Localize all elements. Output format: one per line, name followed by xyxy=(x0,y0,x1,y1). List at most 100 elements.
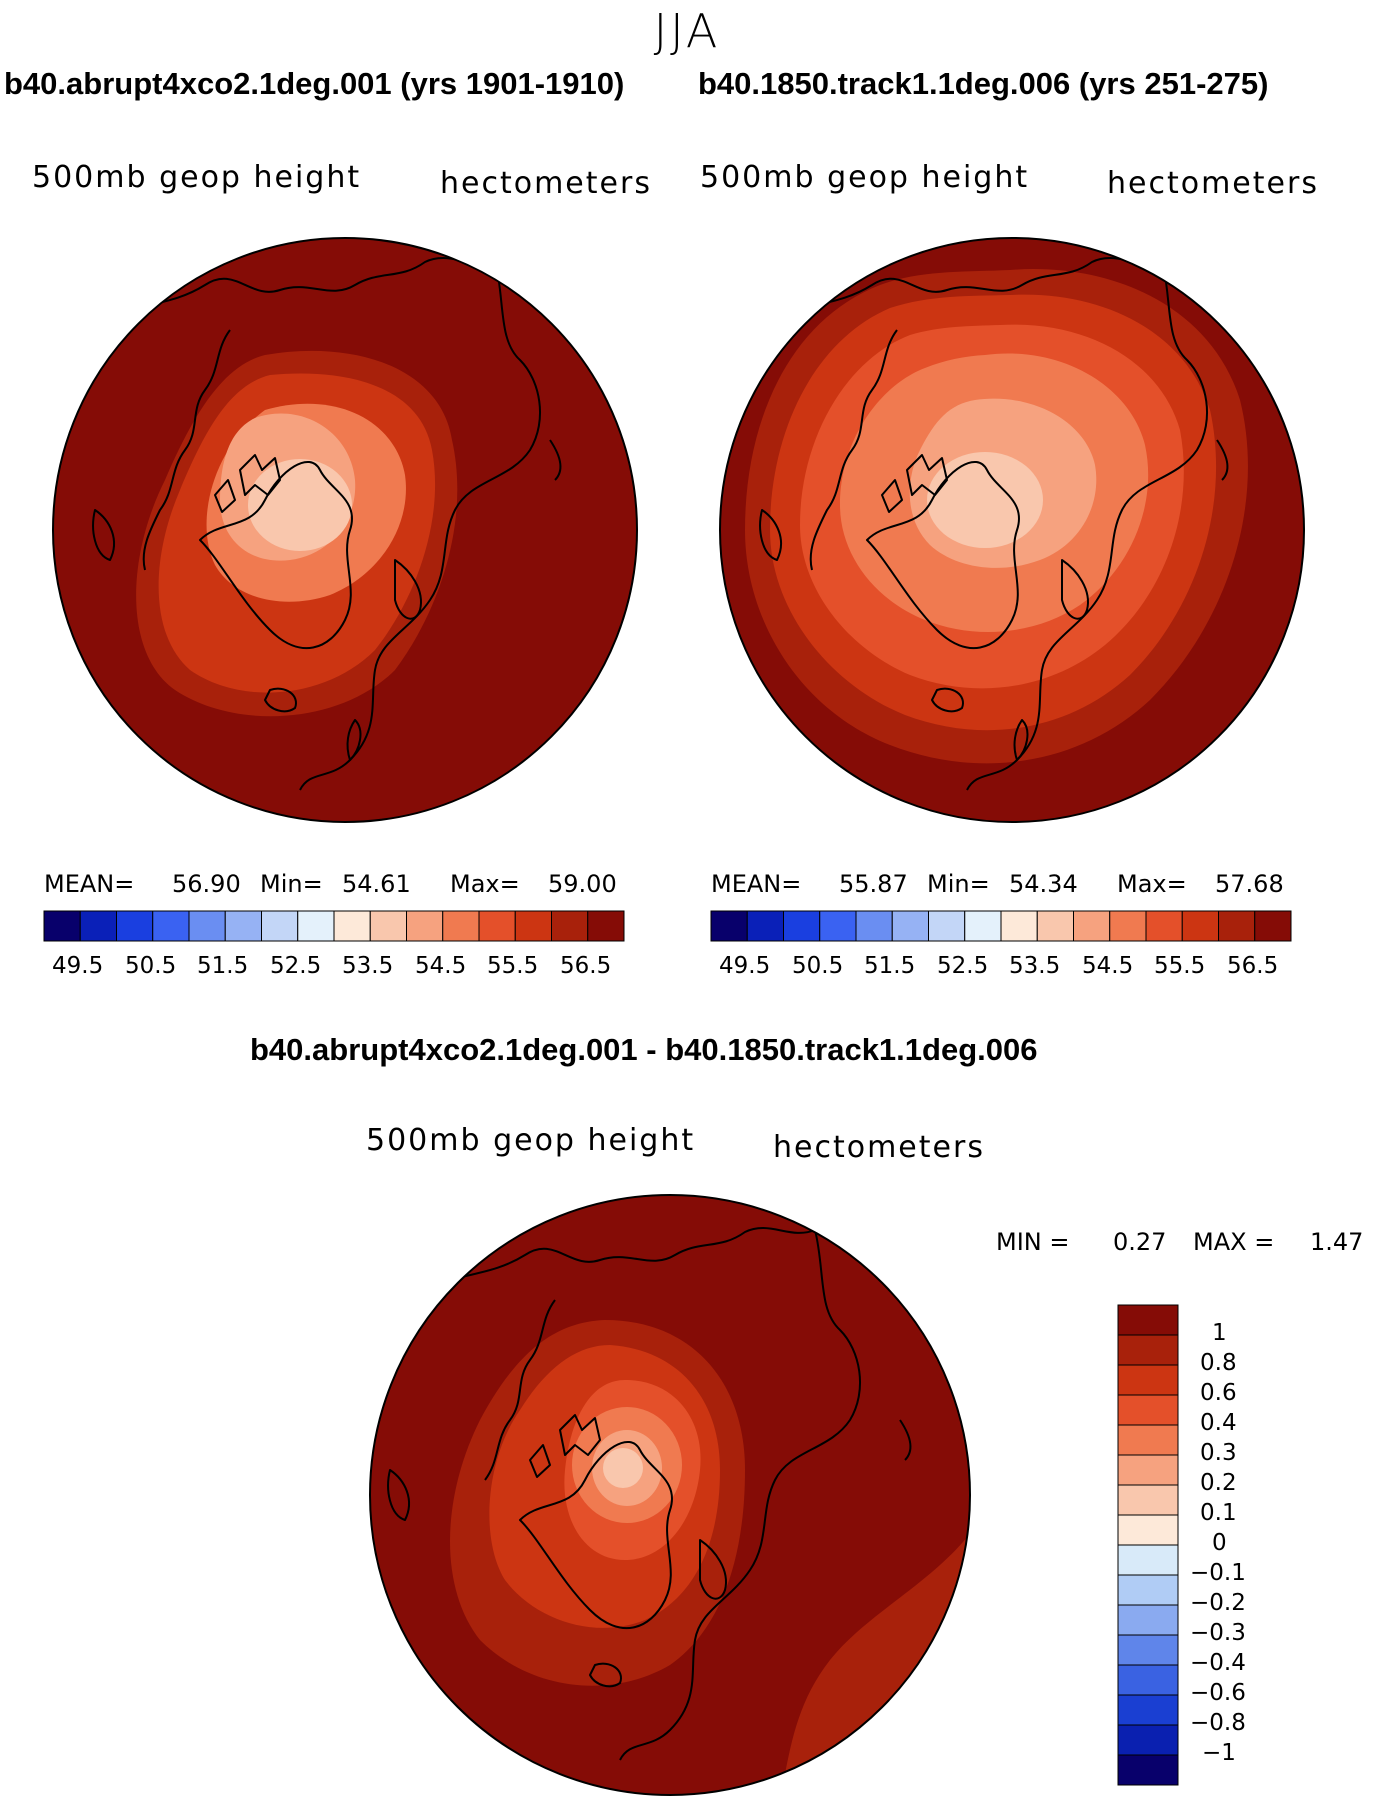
panel-1-variable: 500mb geop height xyxy=(32,160,362,195)
panel-2-max-value: 57.68 xyxy=(1215,870,1284,898)
difference-units: hectometers xyxy=(773,1130,985,1165)
difference-variable: 500mb geop height xyxy=(366,1123,696,1158)
panel-2-units: hectometers xyxy=(1107,166,1319,201)
panel-2-mean-value: 55.87 xyxy=(839,870,908,898)
colorbar-swatch xyxy=(1117,1304,1179,1336)
difference-min-value: 0.27 xyxy=(1113,1228,1167,1256)
panel-2-colorbar-tick: 52.5 xyxy=(937,953,989,979)
difference-colorbar-tick: −0.1 xyxy=(1190,1560,1246,1586)
difference-colorbar xyxy=(1117,1304,1179,1786)
panel-2-colorbar xyxy=(710,910,1292,942)
panel-2-colorbar-tick: 56.5 xyxy=(1227,953,1279,979)
colorbar-swatch xyxy=(1117,1724,1179,1756)
difference-max-value: 1.47 xyxy=(1310,1228,1364,1256)
panel-2-colorbar-tick: 50.5 xyxy=(792,953,844,979)
difference-title: b40.abrupt4xco2.1deg.001 - b40.1850.trac… xyxy=(250,1032,1038,1067)
panel-1-units: hectometers xyxy=(440,166,652,201)
colorbar-swatch xyxy=(1117,1604,1179,1636)
panel-1-max-value: 59.00 xyxy=(548,870,617,898)
panel-2-max-label: Max= xyxy=(1117,870,1187,898)
colorbar-swatch xyxy=(297,910,335,942)
colorbar-swatch xyxy=(1109,910,1147,942)
colorbar-swatch xyxy=(333,910,371,942)
panel-2-colorbar-tick: 51.5 xyxy=(864,953,916,979)
difference-colorbar-tick: 0.4 xyxy=(1200,1410,1237,1436)
colorbar-swatch xyxy=(1117,1364,1179,1396)
colorbar-swatch xyxy=(1145,910,1183,942)
colorbar-swatch xyxy=(1117,1514,1179,1546)
difference-colorbar-tick: −0.6 xyxy=(1190,1680,1246,1706)
panel-1-colorbar-tick: 53.5 xyxy=(342,953,394,979)
colorbar-swatch xyxy=(1117,1454,1179,1486)
season-title: JJA xyxy=(653,4,721,58)
difference-colorbar-tick: 0.6 xyxy=(1200,1380,1237,1406)
colorbar-swatch xyxy=(261,910,299,942)
colorbar-swatch xyxy=(514,910,552,942)
panel-1-colorbar-tick: 50.5 xyxy=(125,953,177,979)
panel-1-colorbar-tick: 52.5 xyxy=(270,953,322,979)
colorbar-swatch xyxy=(819,910,857,942)
colorbar-swatch xyxy=(891,910,929,942)
colorbar-swatch xyxy=(1117,1754,1179,1786)
difference-colorbar-tick: 0.1 xyxy=(1200,1500,1237,1526)
panel-1-colorbar-tick: 51.5 xyxy=(197,953,249,979)
panel-2-colorbar-tick: 54.5 xyxy=(1082,953,1134,979)
panel-2-min-value: 54.34 xyxy=(1009,870,1078,898)
colorbar-swatch xyxy=(1181,910,1219,942)
colorbar-swatch xyxy=(964,910,1002,942)
colorbar-swatch xyxy=(1117,1694,1179,1726)
difference-colorbar-tick: 1 xyxy=(1212,1320,1227,1346)
colorbar-swatch xyxy=(1218,910,1256,942)
difference-colorbar-tick: −1 xyxy=(1202,1740,1236,1766)
colorbar-swatch xyxy=(710,910,748,942)
colorbar-swatch xyxy=(1036,910,1074,942)
difference-colorbar-tick: −0.2 xyxy=(1190,1590,1246,1616)
panel-2-colorbar-tick: 49.5 xyxy=(719,953,771,979)
panel-2-mean-label: MEAN= xyxy=(711,870,802,898)
panel-1-max-label: Max= xyxy=(450,870,520,898)
panel-2-colorbar-tick: 55.5 xyxy=(1154,953,1206,979)
difference-colorbar-tick: −0.8 xyxy=(1190,1710,1246,1736)
panel-1-min-value: 54.61 xyxy=(342,870,411,898)
colorbar-swatch xyxy=(855,910,893,942)
panel-2-case-title: b40.1850.track1.1deg.006 (yrs 251-275) xyxy=(698,66,1269,101)
panel-1-mean-label: MEAN= xyxy=(44,870,135,898)
colorbar-swatch xyxy=(442,910,480,942)
panel-1-colorbar-tick: 55.5 xyxy=(487,953,539,979)
colorbar-swatch xyxy=(587,910,625,942)
panel-2-variable: 500mb geop height xyxy=(700,160,1030,195)
panel-1-colorbar-tick: 49.5 xyxy=(52,953,104,979)
difference-max-label: MAX = xyxy=(1193,1228,1275,1256)
difference-colorbar-tick: 0.2 xyxy=(1200,1470,1237,1496)
panel-2-min-label: Min= xyxy=(927,870,990,898)
difference-colorbar-tick: 0.8 xyxy=(1200,1350,1237,1376)
difference-min-label: MIN = xyxy=(996,1228,1070,1256)
difference-colorbar-tick: −0.4 xyxy=(1190,1650,1246,1676)
panel-1-case-title: b40.abrupt4xco2.1deg.001 (yrs 1901-1910) xyxy=(4,66,625,101)
colorbar-swatch xyxy=(1117,1634,1179,1666)
colorbar-swatch xyxy=(1117,1334,1179,1366)
colorbar-swatch xyxy=(1117,1574,1179,1606)
colorbar-swatch xyxy=(1254,910,1292,942)
panel-2-colorbar-tick: 53.5 xyxy=(1009,953,1061,979)
colorbar-swatch xyxy=(551,910,589,942)
panel-1-mean-value: 56.90 xyxy=(172,870,241,898)
difference-colorbar-tick: −0.3 xyxy=(1190,1620,1246,1646)
colorbar-swatch xyxy=(79,910,117,942)
colorbar-swatch xyxy=(1117,1484,1179,1516)
colorbar-swatch xyxy=(1117,1664,1179,1696)
panel-1-colorbar-tick: 54.5 xyxy=(415,953,467,979)
colorbar-swatch xyxy=(1117,1394,1179,1426)
panel-1-colorbar-tick: 56.5 xyxy=(560,953,612,979)
difference-colorbar-tick: 0.3 xyxy=(1200,1440,1237,1466)
colorbar-swatch xyxy=(1117,1544,1179,1576)
colorbar-swatch xyxy=(406,910,444,942)
panel-1-colorbar xyxy=(43,910,625,942)
colorbar-swatch xyxy=(224,910,262,942)
colorbar-swatch xyxy=(1117,1424,1179,1456)
colorbar-swatch xyxy=(116,910,154,942)
difference-colorbar-tick: 0 xyxy=(1212,1530,1227,1556)
